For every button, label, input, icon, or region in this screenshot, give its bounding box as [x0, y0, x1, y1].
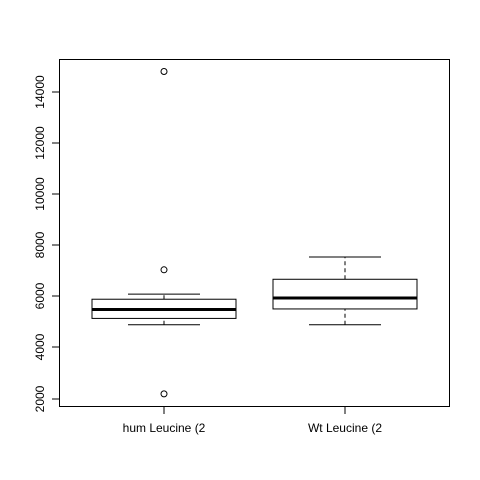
y-tick-label-12000: 12000 [33, 126, 47, 160]
y-tick-10000: 10000 [33, 177, 60, 211]
box-wt-leucine [272, 256, 418, 326]
box-wt-leucine-iqr [272, 278, 418, 310]
y-tick-label-14000: 14000 [33, 75, 47, 109]
y-tick-12000: 12000 [33, 126, 60, 160]
x-tick-label-wt-leucine: Wt Leucine (2 [308, 421, 382, 435]
y-tick-label-6000: 6000 [33, 282, 47, 309]
y-tick-6000: 6000 [33, 282, 60, 309]
y-tick-8000: 8000 [33, 231, 60, 258]
box-hum-leucine [91, 293, 237, 326]
y-tick-label-10000: 10000 [33, 177, 47, 211]
y-tick-label-8000: 8000 [33, 231, 47, 258]
outlier-point-0-0 [160, 68, 168, 76]
x-tick-label-hum-leucine: hum Leucine (2 [123, 421, 206, 435]
y-tick-label-4000: 4000 [33, 333, 47, 360]
outlier-point-0-1 [160, 266, 168, 274]
y-tick-4000: 4000 [33, 333, 60, 360]
y-axis: 2000 4000 6000 8000 10000 12000 14000 [33, 75, 60, 412]
y-tick-2000: 2000 [33, 385, 60, 412]
outlier-points [160, 68, 168, 398]
plot-frame [59, 59, 450, 407]
outlier-point-0-2 [160, 390, 168, 398]
y-tick-label-2000: 2000 [33, 385, 47, 412]
x-axis: hum Leucine (2 Wt Leucine (2 [123, 406, 382, 435]
y-tick-14000: 14000 [33, 75, 60, 109]
